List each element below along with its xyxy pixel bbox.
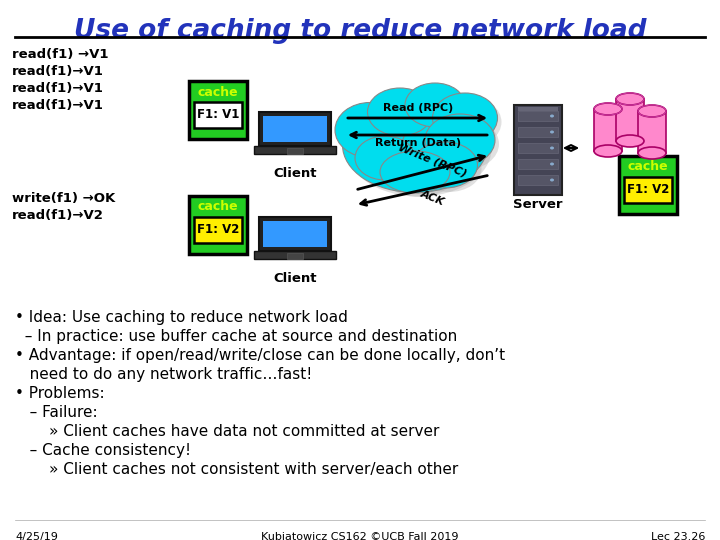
FancyBboxPatch shape xyxy=(638,111,666,153)
FancyBboxPatch shape xyxy=(518,175,558,185)
Text: Kubiatowicz CS162 ©UCB Fall 2019: Kubiatowicz CS162 ©UCB Fall 2019 xyxy=(261,532,459,540)
Text: cache: cache xyxy=(198,85,238,98)
Ellipse shape xyxy=(550,114,554,118)
FancyBboxPatch shape xyxy=(189,196,247,254)
Ellipse shape xyxy=(616,93,644,105)
FancyBboxPatch shape xyxy=(263,116,327,141)
FancyBboxPatch shape xyxy=(518,143,558,153)
Text: Client: Client xyxy=(274,167,317,180)
Text: Lec 23.26: Lec 23.26 xyxy=(651,532,705,540)
Text: » Client caches have data not committed at server: » Client caches have data not committed … xyxy=(15,424,439,439)
Text: Use of caching to reduce network load: Use of caching to reduce network load xyxy=(73,18,647,44)
Ellipse shape xyxy=(433,93,498,143)
Ellipse shape xyxy=(409,87,469,131)
FancyBboxPatch shape xyxy=(194,217,242,242)
Text: ACK: ACK xyxy=(418,188,446,207)
Ellipse shape xyxy=(384,155,454,197)
Text: read(f1)→V1: read(f1)→V1 xyxy=(12,82,104,95)
Ellipse shape xyxy=(425,114,495,166)
Text: Write (RPC): Write (RPC) xyxy=(396,141,468,178)
Ellipse shape xyxy=(359,140,419,184)
FancyBboxPatch shape xyxy=(194,102,242,127)
Ellipse shape xyxy=(339,106,409,161)
Text: Read (RPC): Read (RPC) xyxy=(383,103,453,113)
FancyBboxPatch shape xyxy=(189,81,247,139)
FancyBboxPatch shape xyxy=(624,177,672,202)
Text: • Advantage: if open/read/write/close can be done locally, don’t: • Advantage: if open/read/write/close ca… xyxy=(15,348,505,363)
Text: need to do any network traffic…fast!: need to do any network traffic…fast! xyxy=(15,367,312,382)
Ellipse shape xyxy=(638,147,666,159)
Text: Client: Client xyxy=(274,272,317,285)
Text: read(f1)→V2: read(f1)→V2 xyxy=(12,209,104,222)
FancyBboxPatch shape xyxy=(254,251,336,259)
Ellipse shape xyxy=(429,118,499,170)
Text: cache: cache xyxy=(628,160,668,173)
Text: F1: V1: F1: V1 xyxy=(197,108,239,122)
FancyBboxPatch shape xyxy=(259,217,331,251)
FancyBboxPatch shape xyxy=(254,146,336,154)
Ellipse shape xyxy=(413,142,477,188)
FancyBboxPatch shape xyxy=(287,147,303,153)
FancyBboxPatch shape xyxy=(518,127,558,137)
FancyBboxPatch shape xyxy=(287,253,303,259)
FancyBboxPatch shape xyxy=(594,109,622,151)
Ellipse shape xyxy=(616,135,644,147)
FancyBboxPatch shape xyxy=(518,107,558,111)
Ellipse shape xyxy=(550,179,554,181)
Text: » Client caches not consistent with server/each other: » Client caches not consistent with serv… xyxy=(15,462,458,477)
Ellipse shape xyxy=(367,88,433,136)
Text: write(f1) →OK: write(f1) →OK xyxy=(12,192,115,205)
Text: – Failure:: – Failure: xyxy=(15,405,98,420)
Text: Server: Server xyxy=(513,198,563,211)
Ellipse shape xyxy=(594,145,622,157)
Text: F1: V2: F1: V2 xyxy=(627,183,669,196)
Text: 4/25/19: 4/25/19 xyxy=(15,532,58,540)
Ellipse shape xyxy=(436,97,502,147)
Text: F1: V2: F1: V2 xyxy=(197,223,239,237)
Ellipse shape xyxy=(355,136,415,180)
Text: Return (Data): Return (Data) xyxy=(375,138,461,148)
Ellipse shape xyxy=(343,98,487,192)
Ellipse shape xyxy=(550,131,554,133)
FancyBboxPatch shape xyxy=(518,111,558,121)
Text: read(f1)→V1: read(f1)→V1 xyxy=(12,99,104,112)
Text: read(f1) →V1: read(f1) →V1 xyxy=(12,48,109,61)
Ellipse shape xyxy=(638,105,666,117)
Ellipse shape xyxy=(405,83,465,127)
Text: read(f1)→V1: read(f1)→V1 xyxy=(12,65,104,78)
Ellipse shape xyxy=(550,163,554,165)
Text: – Cache consistency!: – Cache consistency! xyxy=(15,443,191,458)
FancyBboxPatch shape xyxy=(616,99,644,141)
FancyBboxPatch shape xyxy=(263,221,327,247)
FancyBboxPatch shape xyxy=(259,112,331,146)
Ellipse shape xyxy=(550,146,554,150)
Text: cache: cache xyxy=(198,200,238,213)
FancyBboxPatch shape xyxy=(619,156,677,214)
Ellipse shape xyxy=(335,103,405,158)
FancyBboxPatch shape xyxy=(518,159,558,169)
Ellipse shape xyxy=(380,151,450,193)
Ellipse shape xyxy=(346,102,492,197)
Ellipse shape xyxy=(372,92,436,140)
Ellipse shape xyxy=(416,146,482,192)
Text: • Problems:: • Problems: xyxy=(15,386,104,401)
Text: – In practice: use buffer cache at source and destination: – In practice: use buffer cache at sourc… xyxy=(15,329,457,344)
Ellipse shape xyxy=(594,103,622,115)
Text: • Idea: Use caching to reduce network load: • Idea: Use caching to reduce network lo… xyxy=(15,310,348,325)
FancyBboxPatch shape xyxy=(514,105,562,195)
